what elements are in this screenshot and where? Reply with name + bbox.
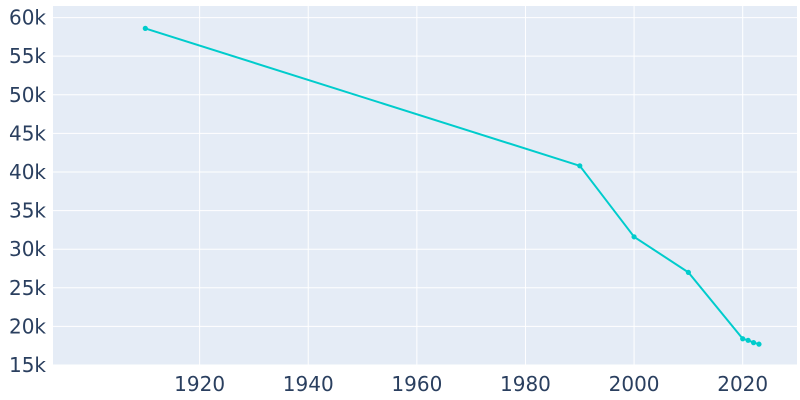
x-tick-label: 1980 (500, 372, 551, 396)
x-tick-label: 1960 (391, 372, 442, 396)
data-points (142, 25, 762, 347)
data-point[interactable] (631, 234, 637, 240)
x-axis-tick-labels: 1920 1940 1960 1980 2000 2020 (174, 372, 768, 396)
data-point[interactable] (142, 25, 148, 31)
y-tick-label: 15k (9, 353, 46, 377)
x-tick-label: 2020 (717, 372, 768, 396)
data-point[interactable] (685, 269, 691, 275)
data-point[interactable] (756, 341, 762, 347)
data-point[interactable] (740, 336, 746, 342)
y-tick-label: 30k (9, 237, 46, 261)
y-tick-label: 55k (9, 44, 46, 68)
y-tick-label: 40k (9, 160, 46, 184)
y-tick-label: 25k (9, 276, 46, 300)
y-gridlines (53, 17, 797, 366)
data-point[interactable] (750, 340, 757, 346)
y-tick-label: 35k (9, 199, 46, 223)
y-tick-label: 20k (9, 314, 46, 338)
y-tick-label: 50k (9, 83, 46, 107)
x-tick-label: 1920 (174, 372, 225, 396)
data-point[interactable] (745, 337, 751, 343)
y-tick-label: 45k (9, 121, 46, 145)
y-axis-tick-labels: 15k 20k 25k 30k 35k 40k 45k 50k 55k 60k (9, 6, 46, 377)
x-gridlines (199, 6, 744, 365)
plot-area (53, 6, 797, 365)
x-tick-label: 1940 (283, 372, 334, 396)
data-point[interactable] (577, 163, 583, 169)
y-tick-label: 60k (9, 6, 46, 30)
x-tick-label: 2000 (609, 372, 660, 396)
